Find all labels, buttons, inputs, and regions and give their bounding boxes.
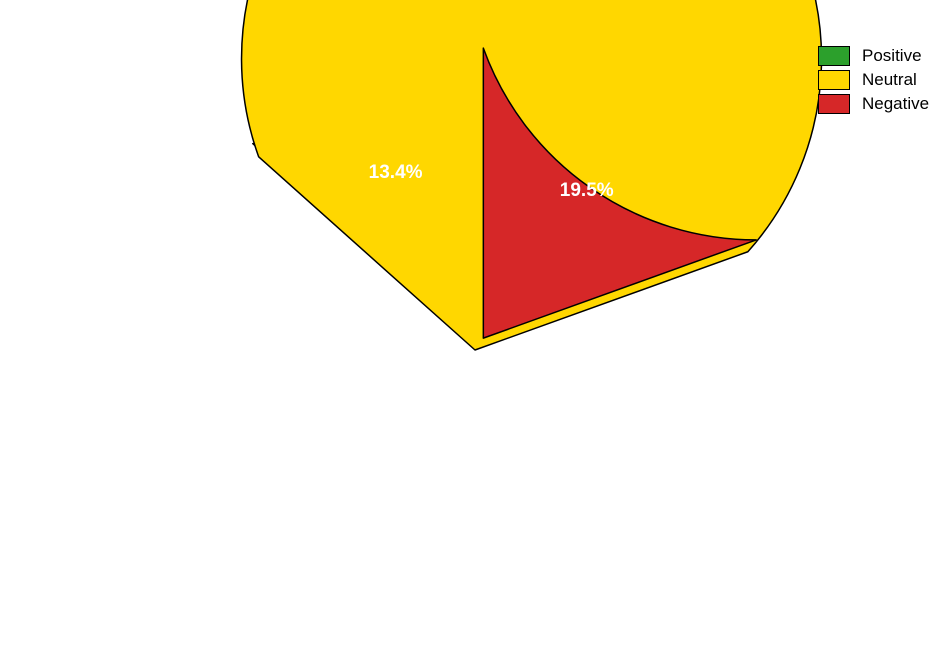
pie-svg xyxy=(0,0,950,662)
pie-chart-container: Sentiment Analysis PositiveNeutralNegati… xyxy=(0,0,950,662)
pie-label-positive: 13.4% xyxy=(369,162,423,184)
legend-label-neutral: Neutral xyxy=(862,70,917,90)
legend-item-neutral: Neutral xyxy=(818,70,929,90)
legend-swatch-positive xyxy=(818,46,850,66)
legend-swatch-negative xyxy=(818,94,850,114)
legend-label-negative: Negative xyxy=(862,94,929,114)
legend-swatch-neutral xyxy=(818,70,850,90)
legend-item-negative: Negative xyxy=(818,94,929,114)
pie-label-neutral: 67.1% xyxy=(414,516,468,538)
legend-label-positive: Positive xyxy=(862,46,922,66)
legend-item-positive: Positive xyxy=(818,46,929,66)
pie-label-negative: 19.5% xyxy=(560,180,614,202)
legend: Positive Neutral Negative xyxy=(818,46,929,118)
